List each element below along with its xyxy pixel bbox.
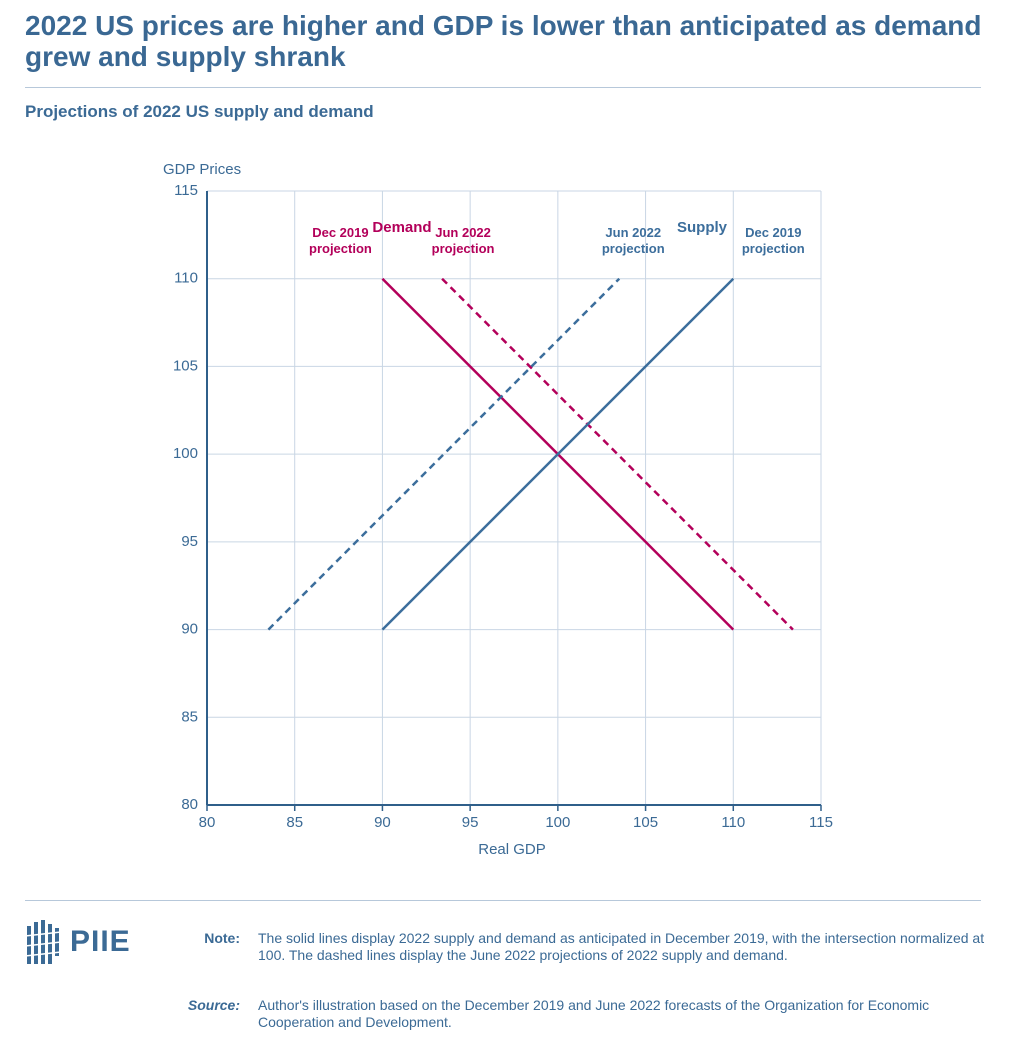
x-tick-label: 90 xyxy=(374,814,391,831)
logo: PIIE xyxy=(70,925,131,958)
y-tick-label: 80 xyxy=(181,796,198,813)
y-tick-label: 110 xyxy=(174,270,198,287)
series-label: Dec 2019 projection xyxy=(309,224,372,256)
source-label: Source: xyxy=(187,997,240,1013)
x-tick-label: 95 xyxy=(462,814,479,831)
line xyxy=(381,277,735,631)
annotation: Supply xyxy=(677,219,728,236)
note-label: Note: xyxy=(204,930,240,946)
series-label: Dec 2019 projection xyxy=(741,224,805,256)
y-tick-label: 90 xyxy=(181,621,198,638)
line xyxy=(441,277,794,631)
chart: GDP Prices Real GDP 80 85 90 95 100 105 110 115… xyxy=(163,161,833,858)
y-tick-label: 105 xyxy=(173,357,198,374)
rule xyxy=(25,900,981,901)
chart-title: 2022 US prices are higher and GDP is low… xyxy=(25,10,982,72)
y-tick-label: 85 xyxy=(181,708,198,725)
x-tick-label: 80 xyxy=(199,814,216,831)
source: Author's illustration based on the Decem… xyxy=(258,997,930,1030)
note: The solid lines display 2022 supply and … xyxy=(258,930,985,963)
rule xyxy=(25,87,981,88)
y-axis-label: GDP Prices xyxy=(163,161,241,178)
x-tick-label: 85 xyxy=(286,814,303,831)
chart-subtitle: Projections of 2022 US supply and demand xyxy=(25,102,374,121)
x-tick-label: 105 xyxy=(633,814,658,831)
logo-icon xyxy=(25,920,62,964)
series-label: Jun 2022 projection xyxy=(431,224,495,256)
y-tick-label: 115 xyxy=(174,182,198,199)
x-axis-label: Real GDP xyxy=(478,841,546,858)
x-tick-label: 110 xyxy=(721,814,745,831)
line xyxy=(267,277,621,631)
series-label: Jun 2022 projection xyxy=(601,224,665,256)
y-tick-label: 95 xyxy=(181,533,198,550)
y-tick-label: 100 xyxy=(173,445,198,462)
annotation: Demand xyxy=(372,219,431,236)
x-tick-label: 100 xyxy=(545,814,570,831)
x-tick-label: 115 xyxy=(809,814,833,831)
